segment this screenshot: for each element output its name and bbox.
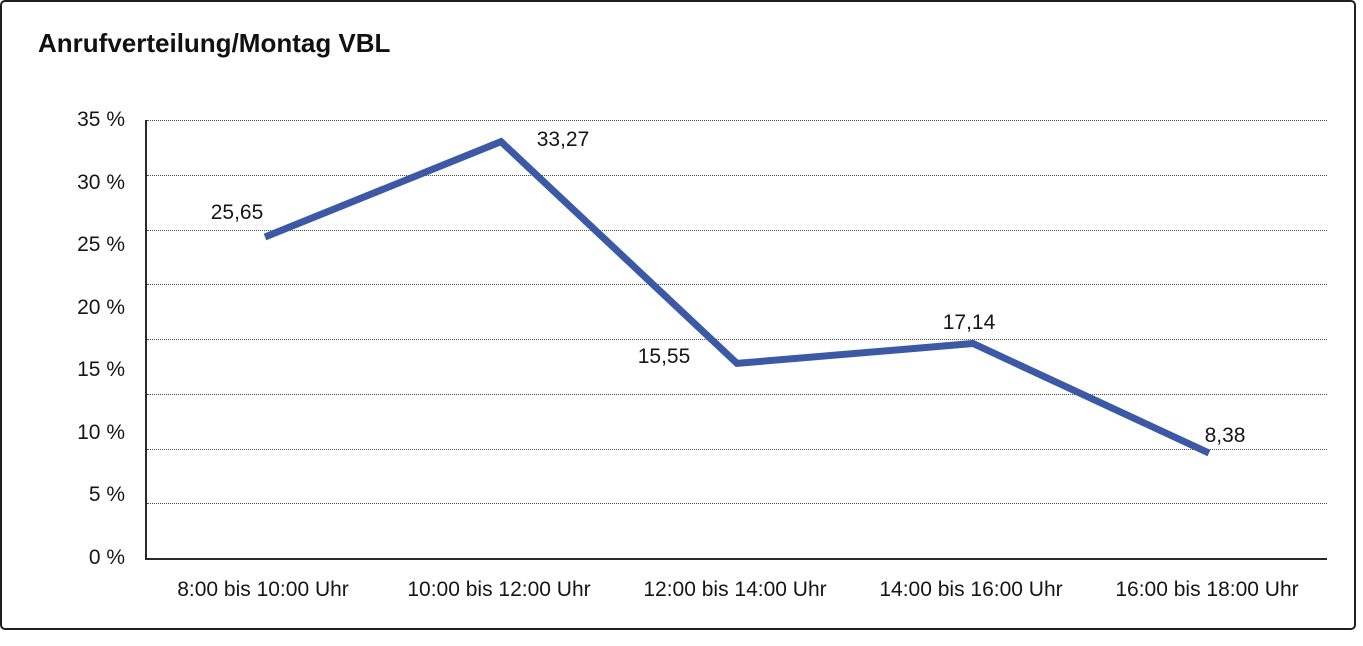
y-axis-tick-label: 15 % (77, 358, 125, 382)
data-point-label: 25,65 (210, 201, 264, 224)
data-point-label: 8,38 (1204, 424, 1246, 448)
x-axis-label: 12:00 bis 14:00 Uhr (643, 578, 827, 601)
gridline (147, 448, 1327, 450)
y-axis-tick-label: 20 % (77, 295, 125, 319)
gridline (147, 503, 1327, 505)
gridline (147, 393, 1327, 395)
data-point-label: 15,55 (637, 345, 691, 369)
plot-area: 25,65 33,27 15,55 17,14 8,38 (145, 120, 1327, 560)
gridline (147, 174, 1327, 176)
y-axis-tick-label: 10 % (77, 420, 125, 444)
gridline (147, 229, 1327, 231)
data-line (263, 137, 1211, 457)
y-axis-tick-label: 0 % (88, 546, 125, 569)
gridline (147, 120, 1327, 121)
chart-title: Anrufverteilung/Montag VBL (38, 28, 391, 58)
y-axis-tick-label: 25 % (77, 233, 125, 257)
data-point-label: 33,27 (536, 127, 590, 151)
gridline (147, 284, 1327, 286)
data-point-label: 17,14 (942, 310, 996, 334)
x-axis-label: 8:00 bis 10:00 Uhr (177, 578, 349, 601)
x-axis-label: 16:00 bis 18:00 Uhr (1115, 578, 1299, 601)
y-axis-tick-label: 5 % (88, 483, 125, 507)
x-axis-label: 10:00 bis 12:00 Uhr (407, 578, 591, 601)
line-series-svg (263, 137, 1211, 457)
y-axis-tick-label: 30 % (77, 170, 125, 194)
gridline (147, 339, 1327, 340)
x-axis-label: 14:00 bis 16:00 Uhr (879, 578, 1063, 601)
y-axis-tick-label: 35 % (77, 108, 125, 131)
